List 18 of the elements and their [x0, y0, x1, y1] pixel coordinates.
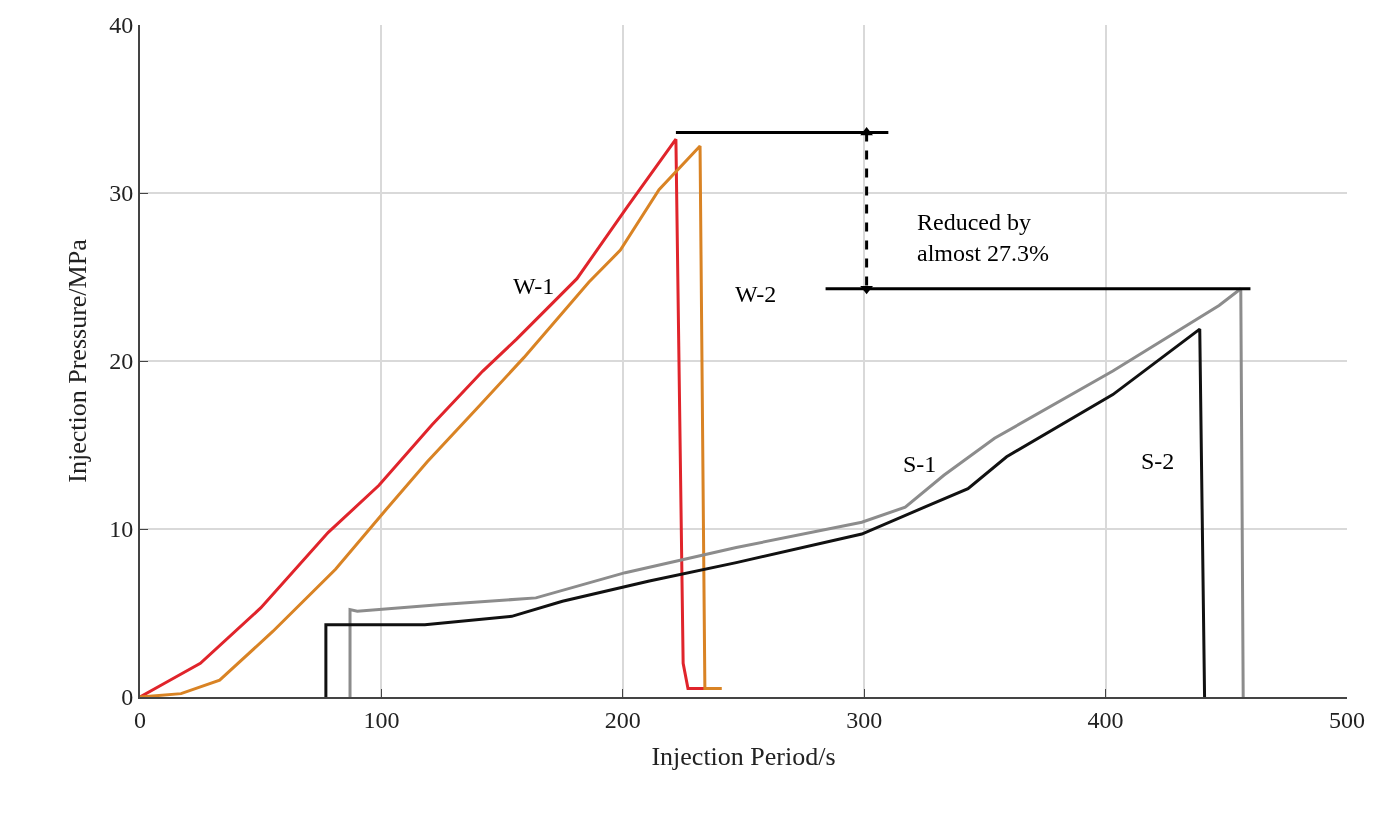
y-tick-label: 30 — [109, 180, 134, 207]
x-tick-label: 300 — [846, 706, 883, 733]
y-tick-label: 40 — [109, 12, 134, 39]
x-axis-title: Injection Period/s — [651, 742, 836, 771]
annotation: Reduced by almost 27.3% — [917, 209, 1049, 267]
y-tick-label: 10 — [109, 516, 134, 543]
y-tick-label: 20 — [109, 348, 134, 375]
x-tick-label: 100 — [363, 706, 400, 733]
series-label: W-2 — [735, 281, 777, 307]
series-label: S-1 — [903, 451, 937, 477]
x-tick-label: 200 — [604, 706, 641, 733]
x-tick-label: 400 — [1087, 706, 1124, 733]
y-tick-label: 0 — [121, 684, 134, 711]
x-tick-label: 500 — [1329, 706, 1365, 733]
series-label: S-2 — [1141, 448, 1175, 474]
line-series — [324, 327, 1207, 697]
series-label: W-1 — [513, 273, 555, 299]
y-axis-title: Injection Pressure/MPa — [63, 238, 93, 483]
